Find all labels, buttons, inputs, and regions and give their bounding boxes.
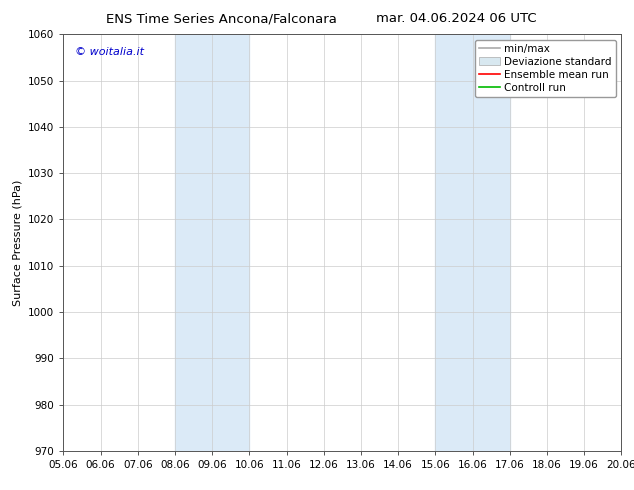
Text: © woitalia.it: © woitalia.it	[75, 47, 143, 57]
Legend: min/max, Deviazione standard, Ensemble mean run, Controll run: min/max, Deviazione standard, Ensemble m…	[476, 40, 616, 97]
Text: mar. 04.06.2024 06 UTC: mar. 04.06.2024 06 UTC	[376, 12, 537, 25]
Y-axis label: Surface Pressure (hPa): Surface Pressure (hPa)	[13, 179, 23, 306]
Text: ENS Time Series Ancona/Falconara: ENS Time Series Ancona/Falconara	[107, 12, 337, 25]
Bar	[175, 34, 249, 451]
Bar	[436, 34, 510, 451]
